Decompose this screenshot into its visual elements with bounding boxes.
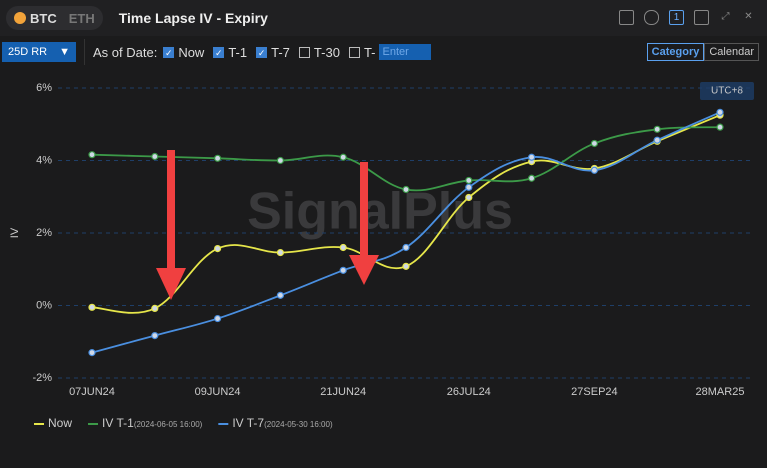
watermark: SignalPlus	[247, 183, 513, 241]
legend-as-of: (2024-06-05 16:00)	[134, 420, 203, 429]
as-of-options: ✓ Now ✓ T-1 ✓ T-7 T-30 T-	[163, 45, 384, 60]
toolbar-icons: 1 ⤢ ✕	[619, 10, 755, 25]
y-tick-label: 6%	[36, 82, 52, 94]
checkbox[interactable]	[298, 46, 310, 58]
annotation-arrow	[349, 162, 379, 285]
coin-eth[interactable]: ETH	[68, 10, 95, 26]
option-label: T-30	[313, 44, 340, 60]
checkbox[interactable]: ✓	[163, 46, 175, 58]
option-label: Now	[178, 44, 205, 60]
data-point	[653, 136, 661, 144]
timezone-label: UTC+8	[711, 86, 743, 97]
close-icon[interactable]: ✕	[744, 11, 753, 22]
data-point	[339, 243, 347, 252]
data-point	[527, 153, 536, 161]
data-point	[151, 304, 159, 312]
checkbox[interactable]: ✓	[256, 46, 268, 58]
metric-label: 25D RR	[8, 46, 48, 58]
x-tick-label: 28MAR25	[696, 386, 745, 398]
data-point	[590, 166, 599, 174]
data-point	[276, 248, 284, 257]
copy-icon[interactable]	[694, 10, 709, 25]
as-of-option[interactable]: T-	[348, 44, 376, 60]
share-icon[interactable]	[619, 10, 634, 25]
date-input[interactable]: Enter	[378, 44, 431, 60]
legend-as-of: (2024-05-30 16:00)	[264, 420, 333, 429]
data-point	[214, 314, 222, 323]
coin-btc[interactable]: BTC	[30, 10, 57, 26]
option-label: T-1	[228, 44, 248, 60]
view-tab[interactable]: Category	[646, 43, 705, 61]
data-point	[214, 154, 222, 162]
as-of-label: As of Date:	[93, 44, 158, 60]
data-point	[402, 262, 410, 270]
data-point	[527, 174, 536, 182]
as-of-option[interactable]: ✓ T-7	[256, 45, 290, 60]
x-tick-label: 26JUL24	[447, 386, 491, 398]
expand-icon[interactable]: ⤢	[721, 11, 730, 22]
top-bar: BTC ETH Time Lapse IV - Expiry 1 ⤢ ✕	[0, 0, 767, 36]
data-point	[276, 291, 284, 299]
as-of-option[interactable]: ✓ T-1	[213, 45, 247, 60]
data-point	[402, 243, 410, 252]
data-point	[339, 266, 347, 274]
as-of-option[interactable]: T-30	[298, 44, 340, 60]
coin-toggle[interactable]: BTC ETH	[6, 6, 103, 30]
data-point	[88, 349, 96, 357]
data-point	[716, 123, 724, 131]
view-tab[interactable]: Calendar	[704, 43, 759, 61]
data-point	[276, 156, 284, 165]
y-tick-label: -2%	[32, 372, 52, 384]
data-point	[88, 151, 96, 159]
metric-dropdown[interactable]: 25D RR ▼	[2, 42, 76, 62]
refresh-icon[interactable]	[644, 10, 659, 25]
data-point	[88, 303, 96, 311]
option-label: T-	[363, 44, 376, 60]
legend-label: IV T-1	[102, 416, 134, 430]
y-tick-label: 0%	[36, 299, 52, 311]
badge-icon[interactable]: 1	[669, 10, 684, 25]
data-point	[402, 185, 410, 194]
option-label: T-7	[271, 44, 290, 60]
data-point	[465, 176, 473, 185]
checkbox[interactable]	[348, 46, 360, 58]
x-tick-label: 07JUN24	[69, 386, 115, 398]
data-point	[465, 183, 473, 191]
x-tick-label: 09JUN24	[195, 386, 241, 398]
data-point	[465, 193, 473, 202]
y-tick-label: 4%	[36, 154, 52, 166]
timezone-badge	[700, 82, 754, 100]
x-tick-label: 27SEP24	[571, 386, 617, 398]
as-of-option[interactable]: ✓ Now	[163, 45, 204, 60]
x-tick-label: 21JUN24	[320, 386, 366, 398]
legend-label: IV T-7	[232, 416, 264, 430]
annotation-arrow	[156, 150, 186, 300]
coin-icon	[14, 12, 26, 24]
control-row: 25D RR ▼ As of Date: ✓ Now ✓ T-1 ✓ T-7 T-30 T- E…	[0, 38, 767, 66]
separator	[84, 39, 85, 65]
checkbox[interactable]: ✓	[213, 46, 225, 58]
data-point	[653, 125, 661, 133]
data-point	[590, 139, 599, 148]
data-point	[716, 108, 724, 116]
data-point	[214, 244, 222, 253]
panel-title: Time Lapse IV - Expiry	[118, 10, 268, 26]
legend-label: Now	[48, 416, 72, 430]
dropdown-caret: ▼	[59, 46, 70, 58]
data-point	[339, 153, 347, 161]
y-tick-label: 2%	[36, 227, 52, 239]
view-tabs: Category Calendar	[646, 43, 759, 61]
data-point	[151, 331, 159, 340]
data-point	[151, 152, 159, 161]
y-axis-label: IV	[9, 227, 21, 238]
plot: -2% 0% 2% 4% 6% 07JUN24 09JUN24 21JUN24 26JUL24 2…	[32, 82, 752, 430]
